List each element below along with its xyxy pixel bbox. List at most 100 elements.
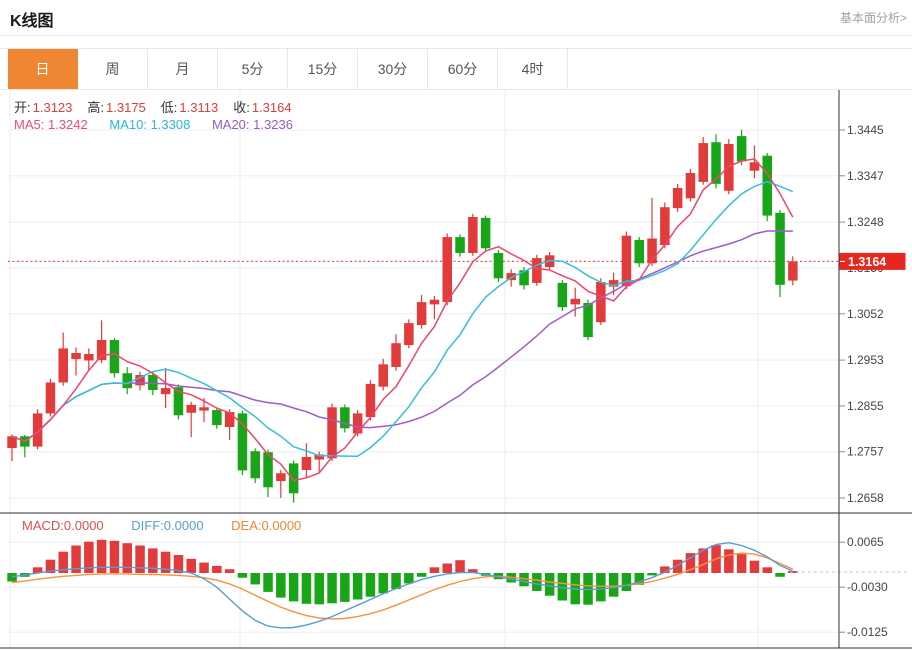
candle-body: [58, 348, 68, 383]
macd-bar: [608, 573, 619, 597]
candle-body: [96, 340, 107, 361]
macd-bar: [340, 573, 350, 602]
interval-tab-3[interactable]: 5分: [218, 49, 288, 89]
candle-body: [327, 407, 337, 459]
interval-tab-6[interactable]: 60分: [428, 49, 498, 89]
dea-value: 0.0000: [261, 518, 302, 533]
macd-bar: [532, 573, 542, 591]
macd-bar: [109, 540, 120, 573]
candle-body: [340, 407, 350, 429]
candle-body: [455, 237, 465, 253]
candles-layer: [7, 130, 798, 503]
price-axis-label: 1.2953: [847, 353, 884, 367]
candle-body: [250, 451, 260, 479]
current-price-badge: [839, 252, 906, 270]
open-value: 1.3123: [32, 100, 73, 115]
ma20-value: 1.3236: [253, 117, 293, 132]
interval-tab-4[interactable]: 15分: [288, 49, 358, 89]
macd-bar: [698, 548, 708, 573]
ohlc-row: 开: 1.3123 高: 1.3175 低: 1.3113 收: 1.3164: [14, 97, 307, 116]
macd-bar: [186, 558, 196, 573]
price-axis-label: 1.3445: [847, 123, 884, 137]
macd-bar: [327, 573, 337, 604]
ma5-label: MA5:: [14, 117, 45, 132]
candle-body: [186, 404, 196, 413]
price-axis-label: 1.3052: [847, 307, 884, 321]
fundamental-analysis-link[interactable]: 基本面分析>: [839, 11, 907, 25]
close-label: 收:: [233, 100, 250, 115]
page-title: K线图: [10, 13, 54, 30]
macd-bar: [148, 548, 158, 573]
candle-body: [224, 412, 235, 427]
macd-bar: [519, 573, 529, 587]
price-axis-label: 1.3248: [847, 215, 884, 229]
macd-bar: [672, 559, 683, 573]
interval-tab-5[interactable]: 30分: [358, 49, 428, 89]
candle-body: [288, 463, 299, 494]
candle-body: [378, 364, 388, 387]
candle-body: [301, 456, 312, 470]
macd-bar: [301, 573, 312, 604]
macd-bar: [621, 573, 632, 591]
macd-bar: [7, 573, 17, 582]
interval-tab-0[interactable]: 日: [8, 49, 78, 89]
candle-body: [45, 382, 56, 414]
macd-bar: [224, 569, 235, 573]
ma5-value: 1.3242: [47, 117, 88, 132]
macd-bar: [749, 560, 760, 573]
macd-bar: [596, 573, 606, 602]
candle-body: [442, 237, 452, 303]
low-label: 低:: [160, 100, 178, 115]
candle-body: [71, 353, 81, 360]
ma20-line: [11, 230, 793, 443]
diff-label: DIFF:: [131, 518, 164, 533]
candle-body: [647, 238, 657, 264]
macd-bar: [378, 573, 388, 594]
candle-body: [32, 413, 43, 447]
macd-bar: [352, 573, 363, 600]
high-label: 高:: [87, 100, 105, 115]
macd-bar: [775, 573, 785, 577]
macd-bar: [84, 541, 94, 573]
candle-body: [493, 253, 504, 279]
candle-body: [199, 407, 209, 411]
candle-body: [480, 217, 491, 249]
macd-bar: [45, 559, 56, 573]
candle-body: [570, 298, 580, 305]
candle-body: [122, 373, 132, 389]
macd-label: MACD:: [22, 518, 64, 533]
macd-bar: [736, 554, 747, 573]
macd-bar: [660, 566, 670, 573]
candle-body: [148, 375, 158, 390]
interval-tab-7[interactable]: 4时: [498, 49, 568, 89]
candle-body: [237, 413, 248, 471]
macd-bar: [468, 569, 478, 573]
candle-body: [468, 217, 478, 253]
macd-bar: [276, 573, 286, 598]
macd-bar: [96, 539, 107, 573]
macd-bar: [685, 553, 696, 573]
interval-tab-1[interactable]: 周: [78, 49, 148, 89]
close-value: 1.3164: [251, 100, 292, 115]
candle-body: [762, 155, 772, 216]
candle-body: [711, 142, 721, 184]
macd-bar: [762, 567, 772, 573]
interval-tab-2[interactable]: 月: [148, 49, 218, 89]
candle-body: [532, 258, 542, 283]
macd-value: 0.0000: [63, 518, 104, 533]
macd-bar: [429, 567, 440, 573]
ma10-value: 1.3308: [150, 117, 191, 132]
macd-bar: [583, 573, 593, 605]
candle-body: [672, 188, 683, 209]
price-axis-label: 1.2855: [847, 399, 884, 413]
macd-bar: [237, 573, 248, 578]
ma-lines-layer: [11, 158, 794, 482]
candle-body: [621, 235, 632, 287]
candle-body: [314, 454, 324, 460]
macd-bar: [724, 549, 734, 573]
ma10-line: [11, 180, 794, 458]
candle-body: [736, 136, 747, 162]
price-axis-label: 1.3347: [847, 169, 884, 183]
candle-body: [173, 387, 184, 416]
